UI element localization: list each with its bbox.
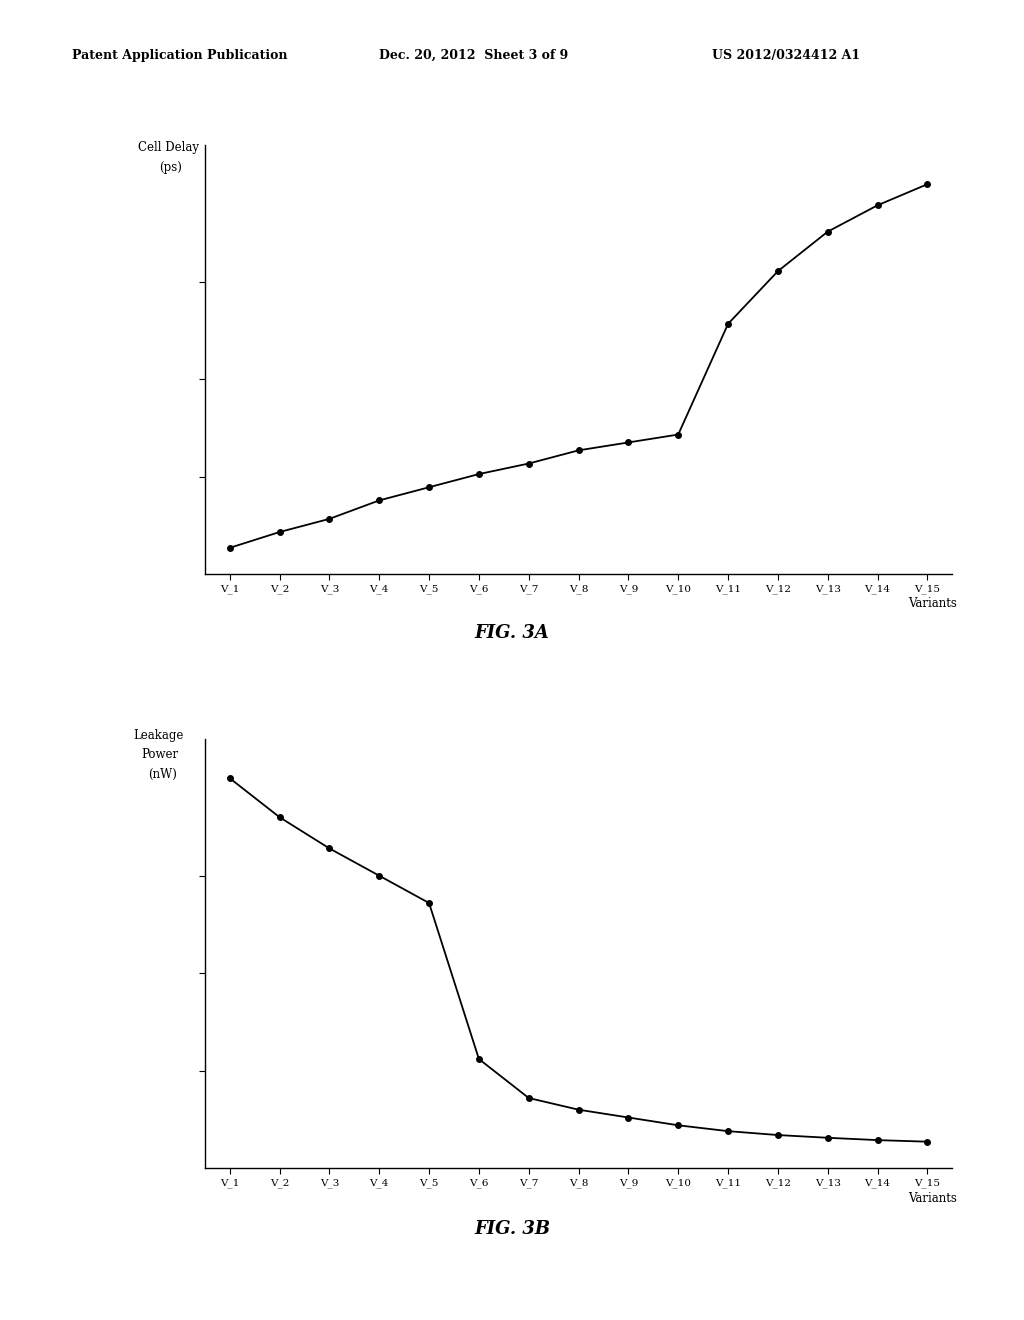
Text: Cell Delay: Cell Delay: [138, 141, 200, 154]
Text: Variants: Variants: [908, 1192, 957, 1205]
Text: FIG. 3A: FIG. 3A: [474, 624, 550, 643]
Text: (nW): (nW): [148, 768, 177, 781]
Text: Leakage: Leakage: [133, 729, 183, 742]
Text: US 2012/0324412 A1: US 2012/0324412 A1: [712, 49, 860, 62]
Text: Dec. 20, 2012  Sheet 3 of 9: Dec. 20, 2012 Sheet 3 of 9: [379, 49, 568, 62]
Text: (ps): (ps): [159, 161, 181, 174]
Text: Patent Application Publication: Patent Application Publication: [72, 49, 287, 62]
Text: FIG. 3B: FIG. 3B: [474, 1220, 550, 1238]
Text: Variants: Variants: [908, 597, 957, 610]
Text: Power: Power: [141, 748, 178, 762]
